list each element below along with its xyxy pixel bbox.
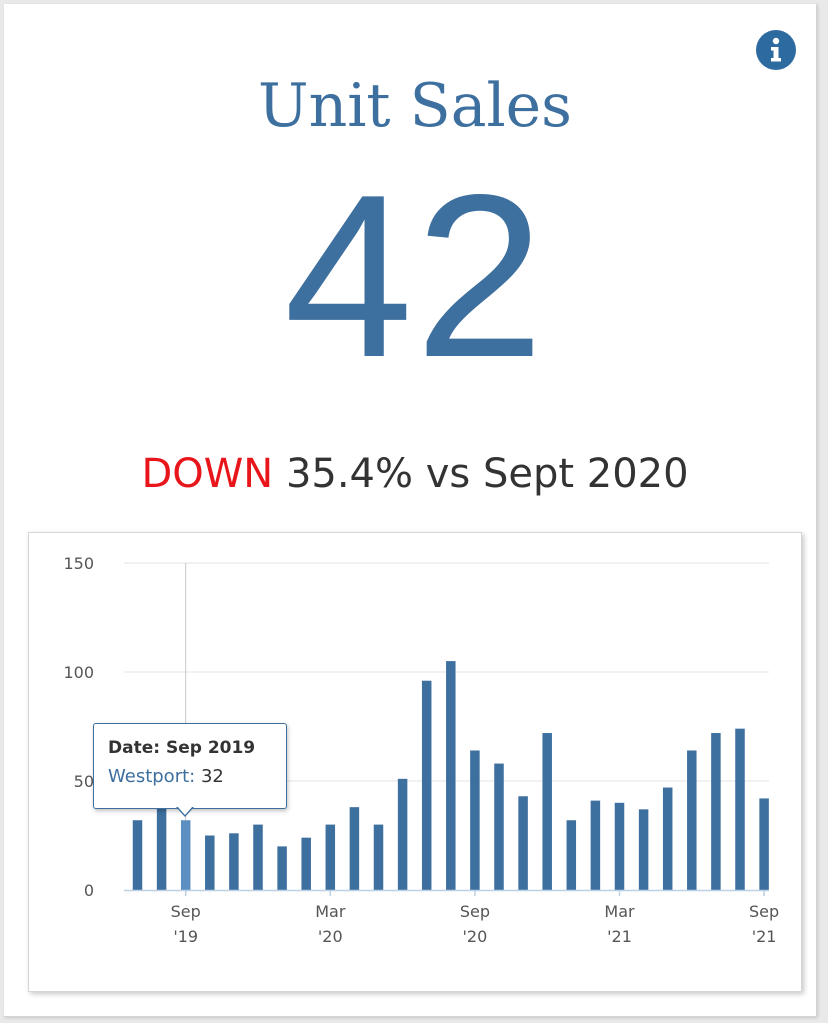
change-direction: DOWN: [141, 451, 274, 497]
bar: [735, 728, 745, 890]
info-icon[interactable]: [756, 30, 796, 70]
bar: [132, 820, 143, 890]
tooltip-series-label: Westport:: [108, 766, 196, 787]
bar: [421, 680, 432, 890]
bar: [349, 807, 360, 890]
bar: [687, 750, 697, 890]
x-tick-label-month: Mar: [604, 902, 635, 921]
bar: [325, 824, 336, 890]
x-tick-label-month: Sep: [171, 902, 201, 921]
tooltip-value: 32: [200, 766, 224, 787]
bar: [277, 846, 287, 890]
bar: [494, 763, 504, 890]
bar: [566, 820, 577, 890]
bar: [542, 733, 552, 890]
chart-tooltip: Date: Sep 2019 Westport: 32: [93, 723, 287, 817]
bar: [638, 809, 649, 890]
bar: [253, 824, 263, 890]
bar-chart-svg: 0 50 100 150 Sep '19 Mar '20 Sep '20 Mar '21 Sep '21: [63, 554, 779, 946]
kpi-card: Unit Sales 42 DOWN 35.4% vs Sept 2020 0 5…: [4, 4, 817, 1017]
x-tick-label-year: '20: [463, 927, 488, 946]
bar: [470, 750, 480, 890]
bar: [229, 833, 239, 890]
x-tick-label-month: Sep: [460, 902, 490, 921]
y-tick-label: 150: [63, 554, 94, 573]
y-tick-label: 0: [84, 881, 94, 900]
tooltip-arrow-inner: [177, 806, 193, 815]
bar: [759, 798, 769, 890]
bar: [446, 661, 456, 890]
tooltip-date: Date: Sep 2019: [108, 738, 256, 758]
bar: [711, 733, 721, 890]
x-tick-label-month: Sep: [749, 902, 779, 921]
bar: [397, 778, 408, 890]
sales-chart: 0 50 100 150 Sep '19 Mar '20 Sep '20 Mar '21 Sep '21 …: [28, 532, 802, 992]
kpi-value: 42: [283, 147, 547, 406]
bar: [180, 820, 191, 890]
x-tick-label-month: Mar: [315, 902, 346, 921]
x-tick-label-year: '21: [752, 927, 777, 946]
x-tick-label-year: '20: [318, 927, 343, 946]
bar: [590, 800, 601, 890]
kpi-title: Unit Sales: [258, 71, 572, 141]
tooltip-series: Westport: 32: [108, 766, 224, 787]
x-tick-label-year: '21: [607, 927, 632, 946]
bar: [205, 835, 215, 890]
change-text: 35.4% vs Sept 2020: [285, 451, 689, 497]
bar: [518, 796, 528, 890]
bar: [373, 824, 384, 890]
y-tick-label: 100: [63, 663, 94, 682]
bar: [662, 787, 673, 890]
kpi-change: DOWN 35.4% vs Sept 2020: [4, 446, 826, 502]
y-tick-label: 50: [74, 772, 94, 791]
bar: [156, 804, 167, 890]
x-tick-label-year: '19: [173, 927, 198, 946]
bar: [614, 802, 625, 890]
bar: [301, 837, 311, 890]
